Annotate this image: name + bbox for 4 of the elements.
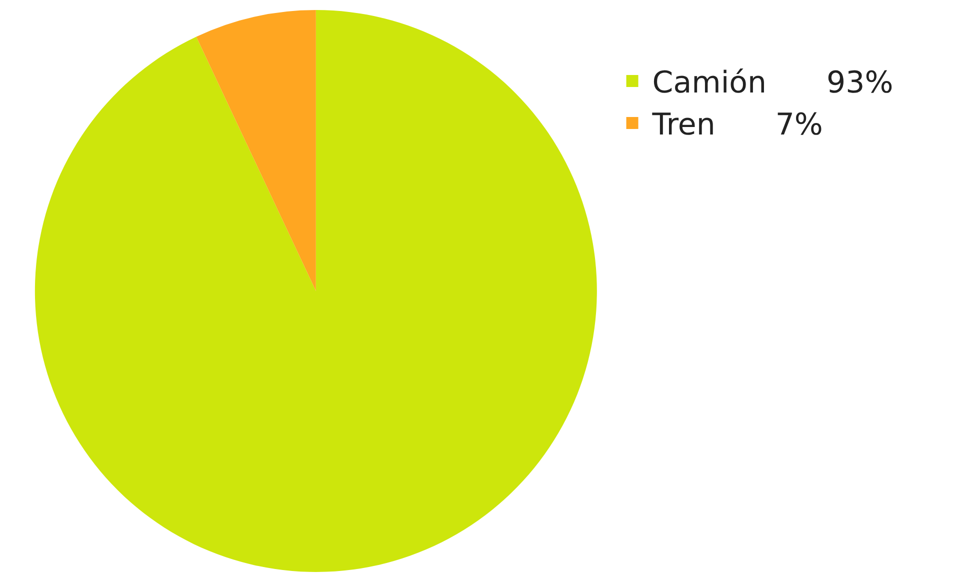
legend-label: Tren 7% — [651, 108, 823, 143]
pie-slice — [196, 10, 316, 291]
pie-slice — [35, 10, 597, 572]
legend-label: Camión 93% — [652, 66, 894, 101]
